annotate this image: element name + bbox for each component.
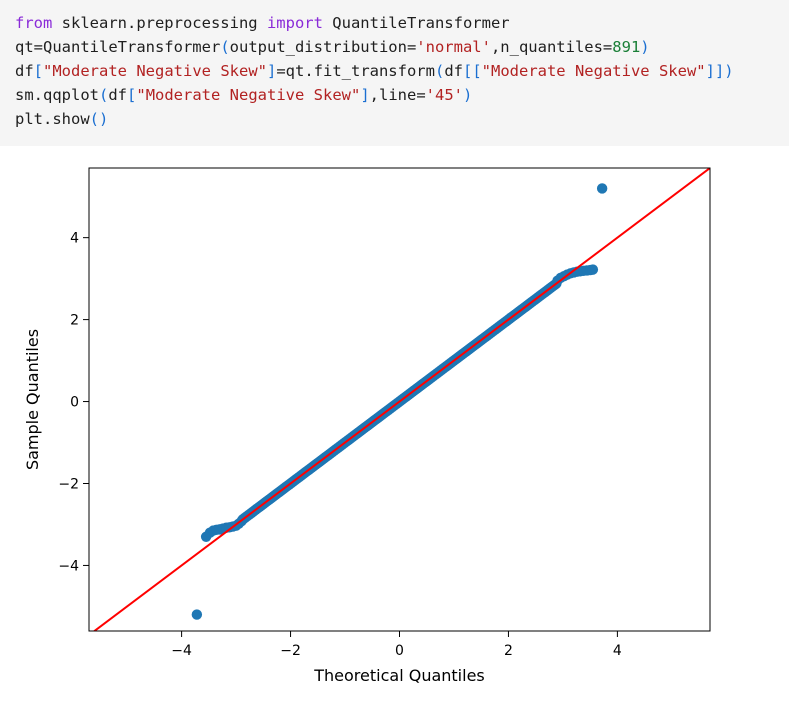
code-token: "Moderate Negative Skew" [43,62,267,80]
code-token: "Moderate Negative Skew" [136,86,361,104]
y-tick-label: 4 [70,231,79,247]
code-line: from sklearn.preprocessing import Quanti… [15,11,789,35]
qq-plot: −4 −2 0 2 4 −4 −2 0 2 4 Theoretical Quantiles Sa… [0,150,789,722]
code-token: df [444,62,463,80]
data-point [596,183,608,194]
code-token: ] [360,86,370,104]
code-token: 891 [612,38,641,56]
code-token: import [266,14,323,32]
qq-plot-svg: −4 −2 0 2 4 −4 −2 0 2 4 Theoretical Quantiles Sa… [23,167,711,685]
x-tick-label: −2 [280,643,301,659]
code-token: df [108,86,128,104]
code-token: ( [434,62,445,80]
code-line: sm.qqplot(df["Moderate Negative Skew"],l… [15,83,789,107]
y-axis-label: Sample Quantiles [23,329,42,470]
code-token: sklearn.preprocessing [52,14,267,32]
code-token: ,n_quantiles= [490,38,613,56]
code-line: plt.show() [15,107,789,131]
code-token: qt=QuantileTransformer [15,38,221,56]
code-token: ) [463,86,473,104]
code-token: from [15,14,53,32]
data-point [587,264,599,275]
x-tick-label: 0 [395,643,404,659]
y-axis-ticks: −4 −2 0 2 4 [58,231,89,574]
x-tick-label: 4 [613,643,622,659]
y-tick-label: −2 [58,476,79,492]
code-token: =qt.fit_transform [276,62,435,80]
code-token: [[ [462,62,482,80]
reference-line-45 [92,168,710,631]
x-axis-label: Theoretical Quantiles [313,666,485,685]
code-cell[interactable]: from sklearn.preprocessing import Quanti… [0,0,789,146]
code-editor[interactable]: from sklearn.preprocessing import Quanti… [15,11,789,131]
x-tick-label: −4 [171,643,192,659]
code-token: ,line= [369,86,426,104]
code-token: () [89,110,109,128]
data-point [191,609,203,620]
code-token: [ [127,86,137,104]
code-token: ] [266,62,277,80]
code-token: sm.qqplot [15,86,99,104]
code-line: df["Moderate Negative Skew"]=qt.fit_tran… [15,59,789,83]
y-tick-label: 0 [70,395,79,411]
code-token: [ [33,62,44,80]
y-tick-label: 2 [70,313,79,329]
code-token: plt.show [15,110,90,128]
code-token: ]]) [705,62,734,80]
x-tick-label: 2 [504,643,513,659]
code-token: "Moderate Negative Skew" [481,62,706,80]
code-token: 'normal' [416,38,491,56]
code-token: ( [220,38,230,56]
code-token: ( [99,86,109,104]
x-axis-ticks: −4 −2 0 2 4 [171,631,622,659]
code-token: '45' [425,86,463,104]
code-token: QuantileTransformer [322,14,510,32]
code-line: qt=QuantileTransformer(output_distributi… [15,35,789,59]
y-tick-label: −4 [58,558,79,574]
code-token: df [15,62,34,80]
code-token: output_distribution= [229,38,417,56]
code-token: ) [640,38,650,56]
